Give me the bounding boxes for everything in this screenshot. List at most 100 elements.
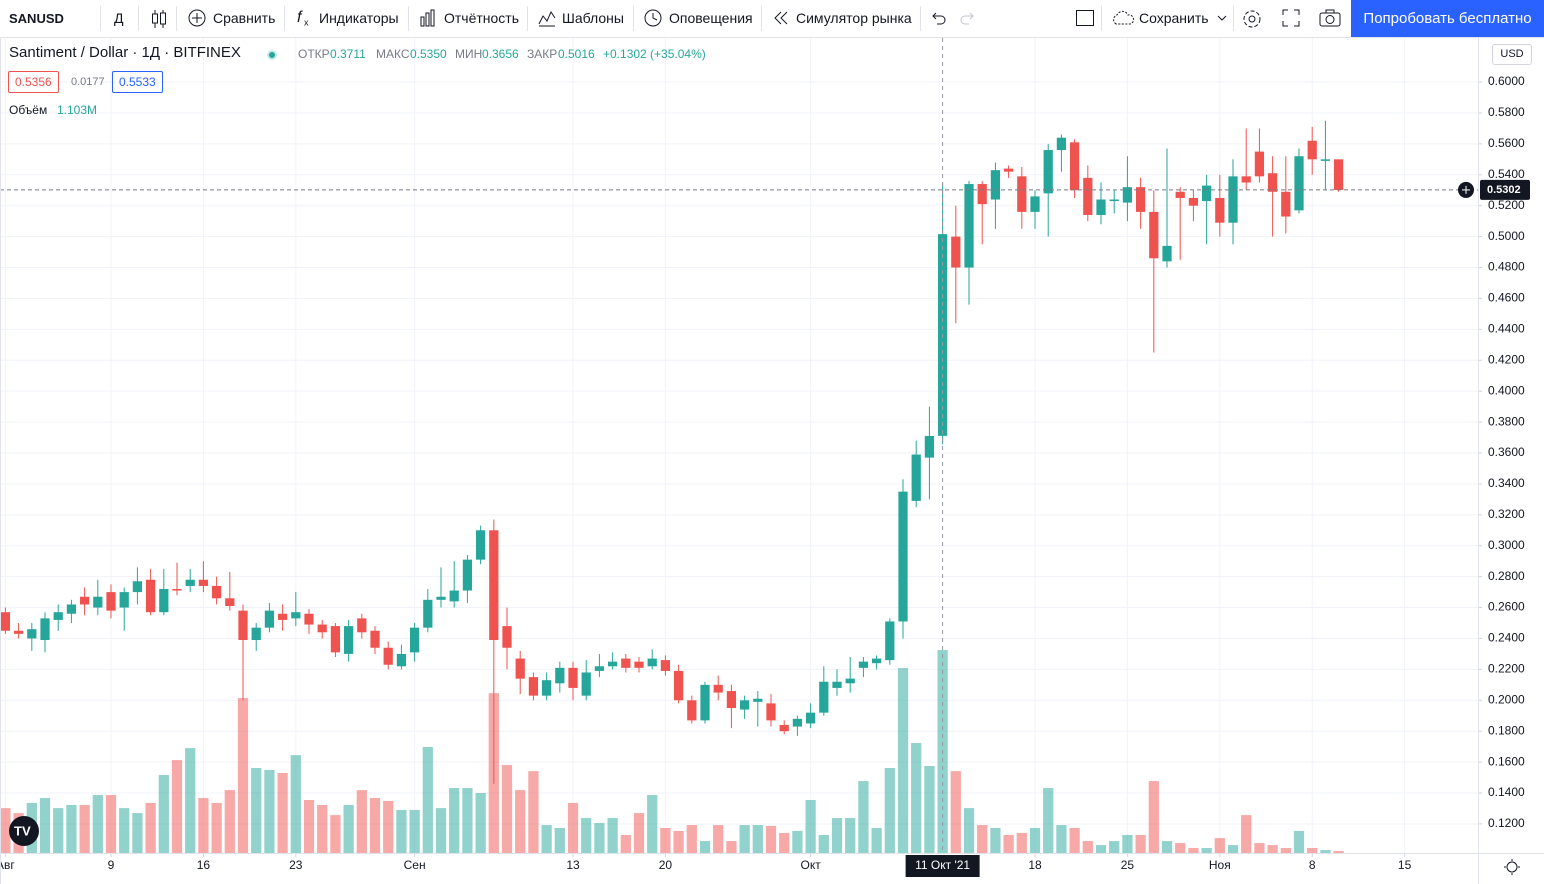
candle-body <box>1149 211 1159 259</box>
volume-bar <box>211 802 222 853</box>
y-tick-label: 0.1200 <box>1488 816 1525 830</box>
volume-bar <box>356 790 367 853</box>
x-tick-label: 8 <box>1309 858 1316 872</box>
layout-icon[interactable] <box>1075 8 1095 28</box>
volume-bar <box>858 781 869 853</box>
chart-type-icon[interactable] <box>150 8 168 30</box>
volume-bar <box>185 748 196 853</box>
candle-body <box>409 627 420 653</box>
ask-price[interactable]: 0.5533 <box>112 71 163 93</box>
crosshair-date-label: 11 Окт '21 <box>915 858 970 872</box>
candle-body <box>1188 197 1199 206</box>
candle-body <box>462 559 473 591</box>
y-tick-label: 0.1800 <box>1488 723 1525 737</box>
reports-button[interactable]: Отчётность <box>444 10 520 26</box>
candle-body <box>594 666 605 671</box>
volume-bar <box>673 830 684 853</box>
candle-body <box>489 530 499 641</box>
volume-bar <box>343 804 354 853</box>
open-value: 0.3711 <box>330 47 366 61</box>
volume-bar <box>620 834 631 853</box>
replay-button[interactable]: Симулятор рынка <box>796 10 912 26</box>
volume-bar <box>950 771 961 853</box>
candle-body <box>0 612 11 631</box>
fullscreen-icon[interactable] <box>1281 8 1301 28</box>
bid-price[interactable]: 0.5356 <box>8 71 59 93</box>
candle-body <box>66 604 77 614</box>
x-tick-label: Сен <box>404 858 426 872</box>
candle-body <box>977 184 987 205</box>
undo-redo-icons[interactable] <box>929 8 979 28</box>
replay-icon[interactable] <box>772 8 790 28</box>
volume-bar <box>977 825 988 853</box>
volume-bar <box>752 825 763 853</box>
x-tick-label: 15 <box>1398 858 1412 872</box>
volume-bar <box>422 747 433 853</box>
volume-bar <box>449 788 460 853</box>
volume-bar <box>567 802 579 853</box>
volume-bar <box>911 742 922 853</box>
volume-bar <box>303 800 315 853</box>
candle-body <box>79 596 90 605</box>
try-free-button[interactable]: Попробовать бесплатно <box>1351 0 1544 37</box>
symbol[interactable]: SANUSD <box>9 11 64 26</box>
candle-body <box>304 613 314 625</box>
y-tick-label: 0.5800 <box>1488 105 1525 119</box>
x-tick-label: Ноя <box>1209 858 1231 872</box>
save-button[interactable]: Сохранить <box>1139 10 1209 26</box>
volume-bar <box>554 827 565 853</box>
volume-bar <box>1043 788 1054 853</box>
volume-bar <box>541 825 552 853</box>
volume-bar <box>1056 825 1067 853</box>
volume-bar <box>594 823 605 853</box>
y-tick-label: 0.4000 <box>1488 383 1525 397</box>
last-price-label: 0.5302 <box>1487 184 1521 196</box>
alerts-icon[interactable] <box>643 8 663 30</box>
candle-body <box>502 626 512 648</box>
templates-button[interactable]: Шаблоны <box>562 10 624 26</box>
templates-icon[interactable] <box>537 8 557 28</box>
candle-body <box>1294 156 1304 211</box>
y-tick-label: 0.4800 <box>1488 260 1525 274</box>
compare-button[interactable]: Сравнить <box>213 10 276 26</box>
candle-body <box>673 670 684 701</box>
settings-icon[interactable] <box>1241 8 1263 30</box>
volume-bar <box>0 808 11 853</box>
y-tick-label: 0.5000 <box>1488 229 1525 243</box>
volume-bar <box>581 818 592 853</box>
candle-body <box>251 627 261 641</box>
volume-bar <box>1095 845 1107 853</box>
y-tick-label: 0.1600 <box>1488 754 1525 768</box>
y-tick-label: 0.2600 <box>1488 600 1525 614</box>
y-tick-label: 0.4400 <box>1488 322 1525 336</box>
alerts-button[interactable]: Оповещения <box>669 10 753 26</box>
candle-body <box>739 700 750 710</box>
snapshot-icon[interactable] <box>1318 8 1342 28</box>
cloud-icon[interactable] <box>1110 8 1136 28</box>
axes-layer: 0.1200 0.1400 0.1600 0.1800 0.2000 0.2200 0.24… <box>0 38 1544 884</box>
low-value: 0.3656 <box>482 47 519 61</box>
volume-bar <box>884 767 895 853</box>
volume-bar <box>845 818 856 853</box>
volume-bar <box>818 834 829 853</box>
interval[interactable]: Д <box>114 10 124 26</box>
chart: 0.1200 0.1400 0.1600 0.1800 0.2000 0.2200 0.24… <box>0 38 1544 884</box>
svg-text:x: x <box>304 17 309 27</box>
save-menu-arrow[interactable] <box>1216 8 1228 28</box>
volume-bar <box>1254 843 1265 853</box>
compare-icon[interactable] <box>187 8 207 28</box>
candle-body <box>449 590 459 602</box>
candle-body <box>27 629 37 639</box>
timezone-icon[interactable] <box>1503 858 1521 876</box>
y-tick-label: 0.1400 <box>1488 785 1525 799</box>
currency-button[interactable]: USD <box>1492 44 1532 65</box>
reports-icon[interactable] <box>419 8 437 28</box>
svg-text:f: f <box>297 9 303 26</box>
indicators-button[interactable]: Индикаторы <box>319 10 399 26</box>
candle-body <box>291 612 301 619</box>
volume-bar <box>1069 827 1080 853</box>
candle-body <box>924 435 935 458</box>
tv-logo[interactable]: TV <box>8 815 40 847</box>
